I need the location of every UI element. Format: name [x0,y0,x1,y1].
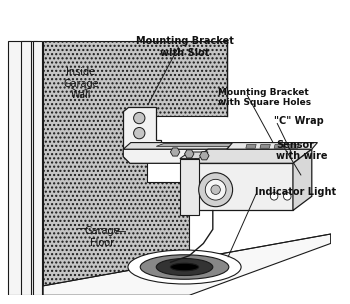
Polygon shape [227,163,293,173]
Polygon shape [180,159,199,215]
Polygon shape [33,41,42,295]
Polygon shape [184,150,194,158]
Ellipse shape [128,250,241,284]
Circle shape [284,192,291,200]
Polygon shape [189,149,312,163]
Circle shape [199,173,233,207]
Polygon shape [43,234,331,295]
Polygon shape [227,149,293,163]
Polygon shape [43,41,227,295]
Ellipse shape [140,255,229,279]
Polygon shape [123,149,244,163]
Circle shape [205,179,226,200]
Polygon shape [274,144,285,148]
Circle shape [270,192,278,200]
Text: Garage
Floor: Garage Floor [85,226,120,248]
Polygon shape [156,143,239,146]
Text: Indicator Light: Indicator Light [255,187,336,197]
Polygon shape [227,143,317,149]
Text: Sensor
with wire: Sensor with wire [276,140,328,161]
Polygon shape [199,152,209,160]
Polygon shape [21,41,31,295]
Polygon shape [246,144,256,148]
Polygon shape [288,144,299,148]
Polygon shape [293,149,312,210]
Polygon shape [123,107,161,149]
Text: Mounting Bracket
with Slot: Mounting Bracket with Slot [135,36,233,58]
Circle shape [134,127,145,139]
Text: Inside
Garage
Wall: Inside Garage Wall [63,67,99,100]
Polygon shape [170,148,180,156]
Circle shape [211,185,220,195]
Polygon shape [260,144,270,148]
Polygon shape [189,163,293,210]
Polygon shape [123,143,244,149]
Text: "C" Wrap: "C" Wrap [274,116,324,126]
Ellipse shape [156,258,213,275]
Text: Mounting Bracket
with Square Holes: Mounting Bracket with Square Holes [218,88,311,107]
Polygon shape [227,143,299,149]
Circle shape [134,112,145,124]
Polygon shape [180,152,208,159]
Polygon shape [8,41,36,295]
Ellipse shape [170,263,199,271]
